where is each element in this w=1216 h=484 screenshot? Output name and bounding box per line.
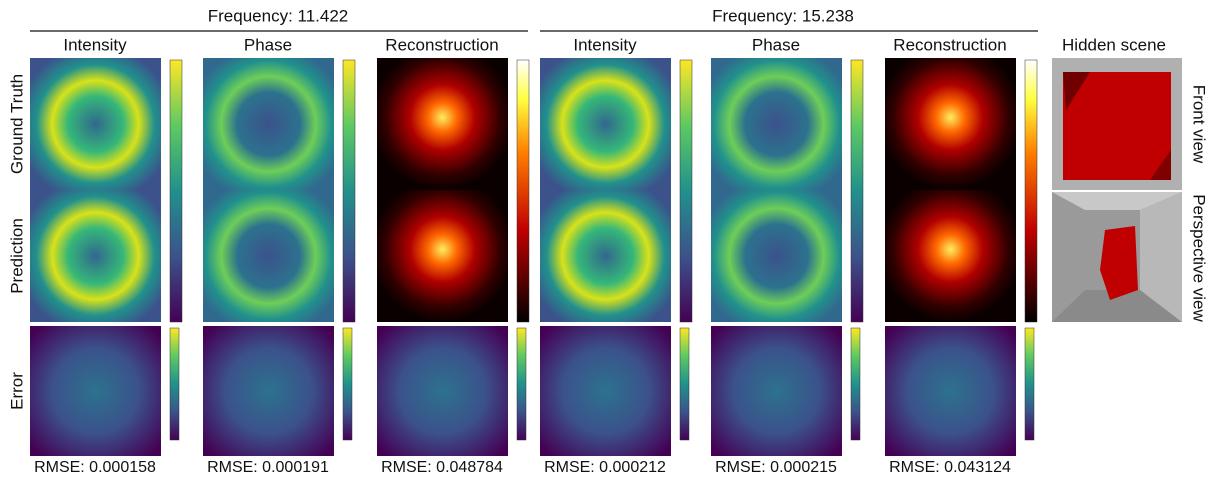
- group-title: Frequency: 15.238: [712, 6, 854, 25]
- heatmap-panel: [711, 58, 842, 190]
- column-header: Intensity: [63, 35, 127, 54]
- heatmap-panel: [30, 326, 161, 456]
- heatmap-panel: [540, 58, 671, 190]
- column-header: Reconstruction: [893, 35, 1006, 54]
- front-view-render: [1052, 58, 1182, 190]
- colorbar: [850, 59, 864, 323]
- row-label: Prediction: [7, 218, 26, 294]
- colorbar: [850, 327, 861, 441]
- rmse-label: RMSE: 0.000212: [544, 459, 666, 476]
- colorbar: [679, 327, 690, 441]
- heatmap-panel: [885, 326, 1016, 456]
- colorbar: [1024, 59, 1038, 323]
- column-header: Phase: [244, 35, 292, 54]
- heatmap-panel: [377, 190, 508, 322]
- perspective-view-render: [1052, 192, 1182, 322]
- heatmap-panel: [885, 190, 1016, 322]
- group-title: Frequency: 11.422: [208, 6, 349, 25]
- heatmap-panel: [203, 326, 334, 456]
- heatmap-panel: [540, 326, 671, 456]
- heatmap-panel: [30, 58, 161, 190]
- colorbar: [679, 59, 693, 323]
- rmse-label: RMSE: 0.000158: [34, 459, 156, 476]
- column-header: Intensity: [573, 35, 637, 54]
- column-header: Reconstruction: [385, 35, 498, 54]
- heatmap-panel: [377, 58, 508, 190]
- view-label: Perspective view: [1190, 194, 1209, 322]
- colorbar: [1024, 327, 1035, 441]
- colorbar: [169, 327, 180, 441]
- colorbar: [516, 327, 527, 441]
- column-header: Phase: [752, 35, 800, 54]
- hidden-scene-title: Hidden scene: [1062, 35, 1166, 54]
- rmse-label: RMSE: 0.000191: [207, 459, 329, 476]
- heatmap-panel: [30, 190, 161, 322]
- colorbar: [342, 59, 356, 323]
- view-label: Front view: [1190, 85, 1209, 164]
- heatmap-panel: [203, 58, 334, 190]
- colorbar: [342, 327, 353, 441]
- heatmap-panel: [203, 190, 334, 322]
- rmse-label: RMSE: 0.043124: [889, 459, 1011, 476]
- heatmap-panel: [711, 326, 842, 456]
- heatmap-panel: [711, 190, 842, 322]
- row-label: Error: [7, 372, 26, 410]
- heatmap-panel: [377, 326, 508, 456]
- heatmap-panel: [540, 190, 671, 322]
- colorbar: [169, 59, 183, 323]
- rmse-label: RMSE: 0.048784: [381, 459, 503, 476]
- colorbar: [516, 59, 530, 323]
- heatmap-panel: [885, 58, 1016, 190]
- rmse-label: RMSE: 0.000215: [715, 459, 837, 476]
- row-label: Ground Truth: [7, 74, 26, 174]
